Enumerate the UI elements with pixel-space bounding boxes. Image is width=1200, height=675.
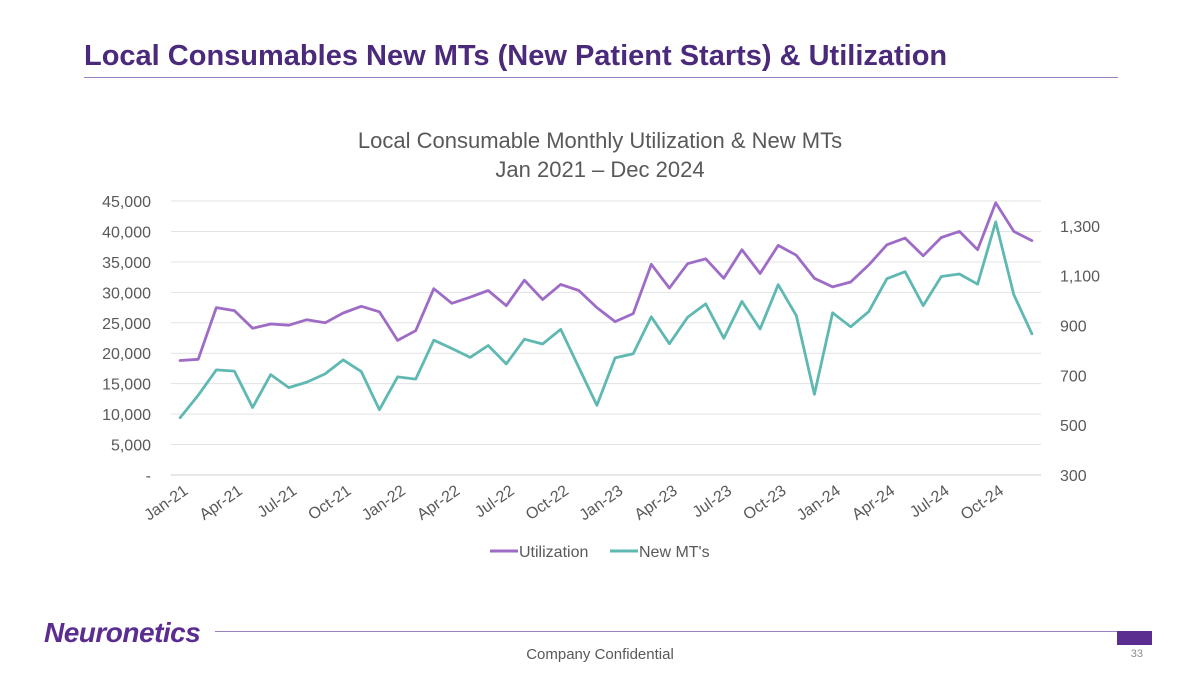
x-tick-label: Jan-22	[359, 482, 409, 524]
x-tick-label: Jul-21	[255, 482, 301, 521]
x-tick-label: Jul-23	[690, 482, 736, 521]
chart-title-line-1: Local Consumable Monthly Utilization & N…	[358, 128, 842, 153]
x-tick-label: Jul-24	[907, 482, 953, 521]
x-tick-label: Apr-22	[414, 482, 463, 524]
brand-logo: Neuronetics	[44, 617, 201, 648]
primary-axis: - 5,000 10,000 15,000 20,000 25,000 30,000 35,0…	[102, 194, 151, 485]
footer-accent-box	[1117, 631, 1152, 645]
legend[interactable]: Utilization New MT's	[490, 544, 710, 561]
secondary-axis: 300 500 700 900 1,100 1,300	[1060, 219, 1100, 485]
secondary-tick-label: 1,300	[1060, 219, 1100, 236]
primary-tick-label: 40,000	[102, 224, 151, 241]
secondary-tick-label: 300	[1060, 468, 1087, 485]
x-tick-label: Oct-23	[740, 482, 789, 524]
legend-label-utilization: Utilization	[519, 544, 588, 561]
x-tick-label: Jul-22	[472, 482, 518, 521]
confidentiality-notice: Company Confidential	[526, 646, 674, 663]
primary-tick-label: 10,000	[102, 407, 151, 424]
x-tick-label: Apr-24	[849, 482, 898, 524]
x-tick-label: Oct-24	[958, 482, 1007, 524]
secondary-tick-label: 900	[1060, 319, 1087, 336]
slide-title: Local Consumables New MTs (New Patient S…	[84, 40, 948, 72]
secondary-tick-label: 700	[1060, 368, 1087, 385]
primary-tick-label: 5,000	[111, 438, 151, 455]
page-number: 33	[1130, 648, 1143, 660]
x-tick-label: Apr-21	[197, 482, 246, 524]
x-tick-label: Jan-23	[577, 482, 627, 524]
primary-tick-label: 15,000	[102, 377, 151, 394]
x-tick-label: Oct-21	[305, 482, 354, 524]
utilization-line	[178, 201, 1034, 362]
primary-tick-label: 25,000	[102, 316, 151, 333]
title-divider	[84, 77, 1118, 78]
chart: Local Consumable Monthly Utilization & N…	[102, 128, 1100, 561]
primary-tick-label: -	[146, 468, 151, 485]
x-tick-label: Jan-21	[142, 482, 192, 524]
secondary-tick-label: 1,100	[1060, 269, 1100, 286]
x-axis: Jan-21 Apr-21 Jul-21 Oct-21 Jan-22 Apr-22 Jul-…	[142, 482, 1008, 524]
legend-label-new-mts: New MT's	[639, 544, 710, 561]
new-mts-line	[178, 220, 1034, 420]
footer-divider	[215, 631, 1117, 632]
x-tick-label: Jan-24	[794, 482, 844, 524]
chart-title-line-2: Jan 2021 – Dec 2024	[495, 157, 704, 182]
primary-tick-label: 35,000	[102, 255, 151, 272]
x-tick-label: Apr-23	[632, 482, 681, 524]
primary-tick-label: 30,000	[102, 285, 151, 302]
series-lines	[178, 201, 1034, 420]
gridlines	[171, 200, 1041, 476]
x-tick-label: Oct-22	[523, 482, 572, 524]
primary-tick-label: 20,000	[102, 346, 151, 363]
primary-tick-label: 45,000	[102, 194, 151, 211]
secondary-tick-label: 500	[1060, 418, 1087, 435]
